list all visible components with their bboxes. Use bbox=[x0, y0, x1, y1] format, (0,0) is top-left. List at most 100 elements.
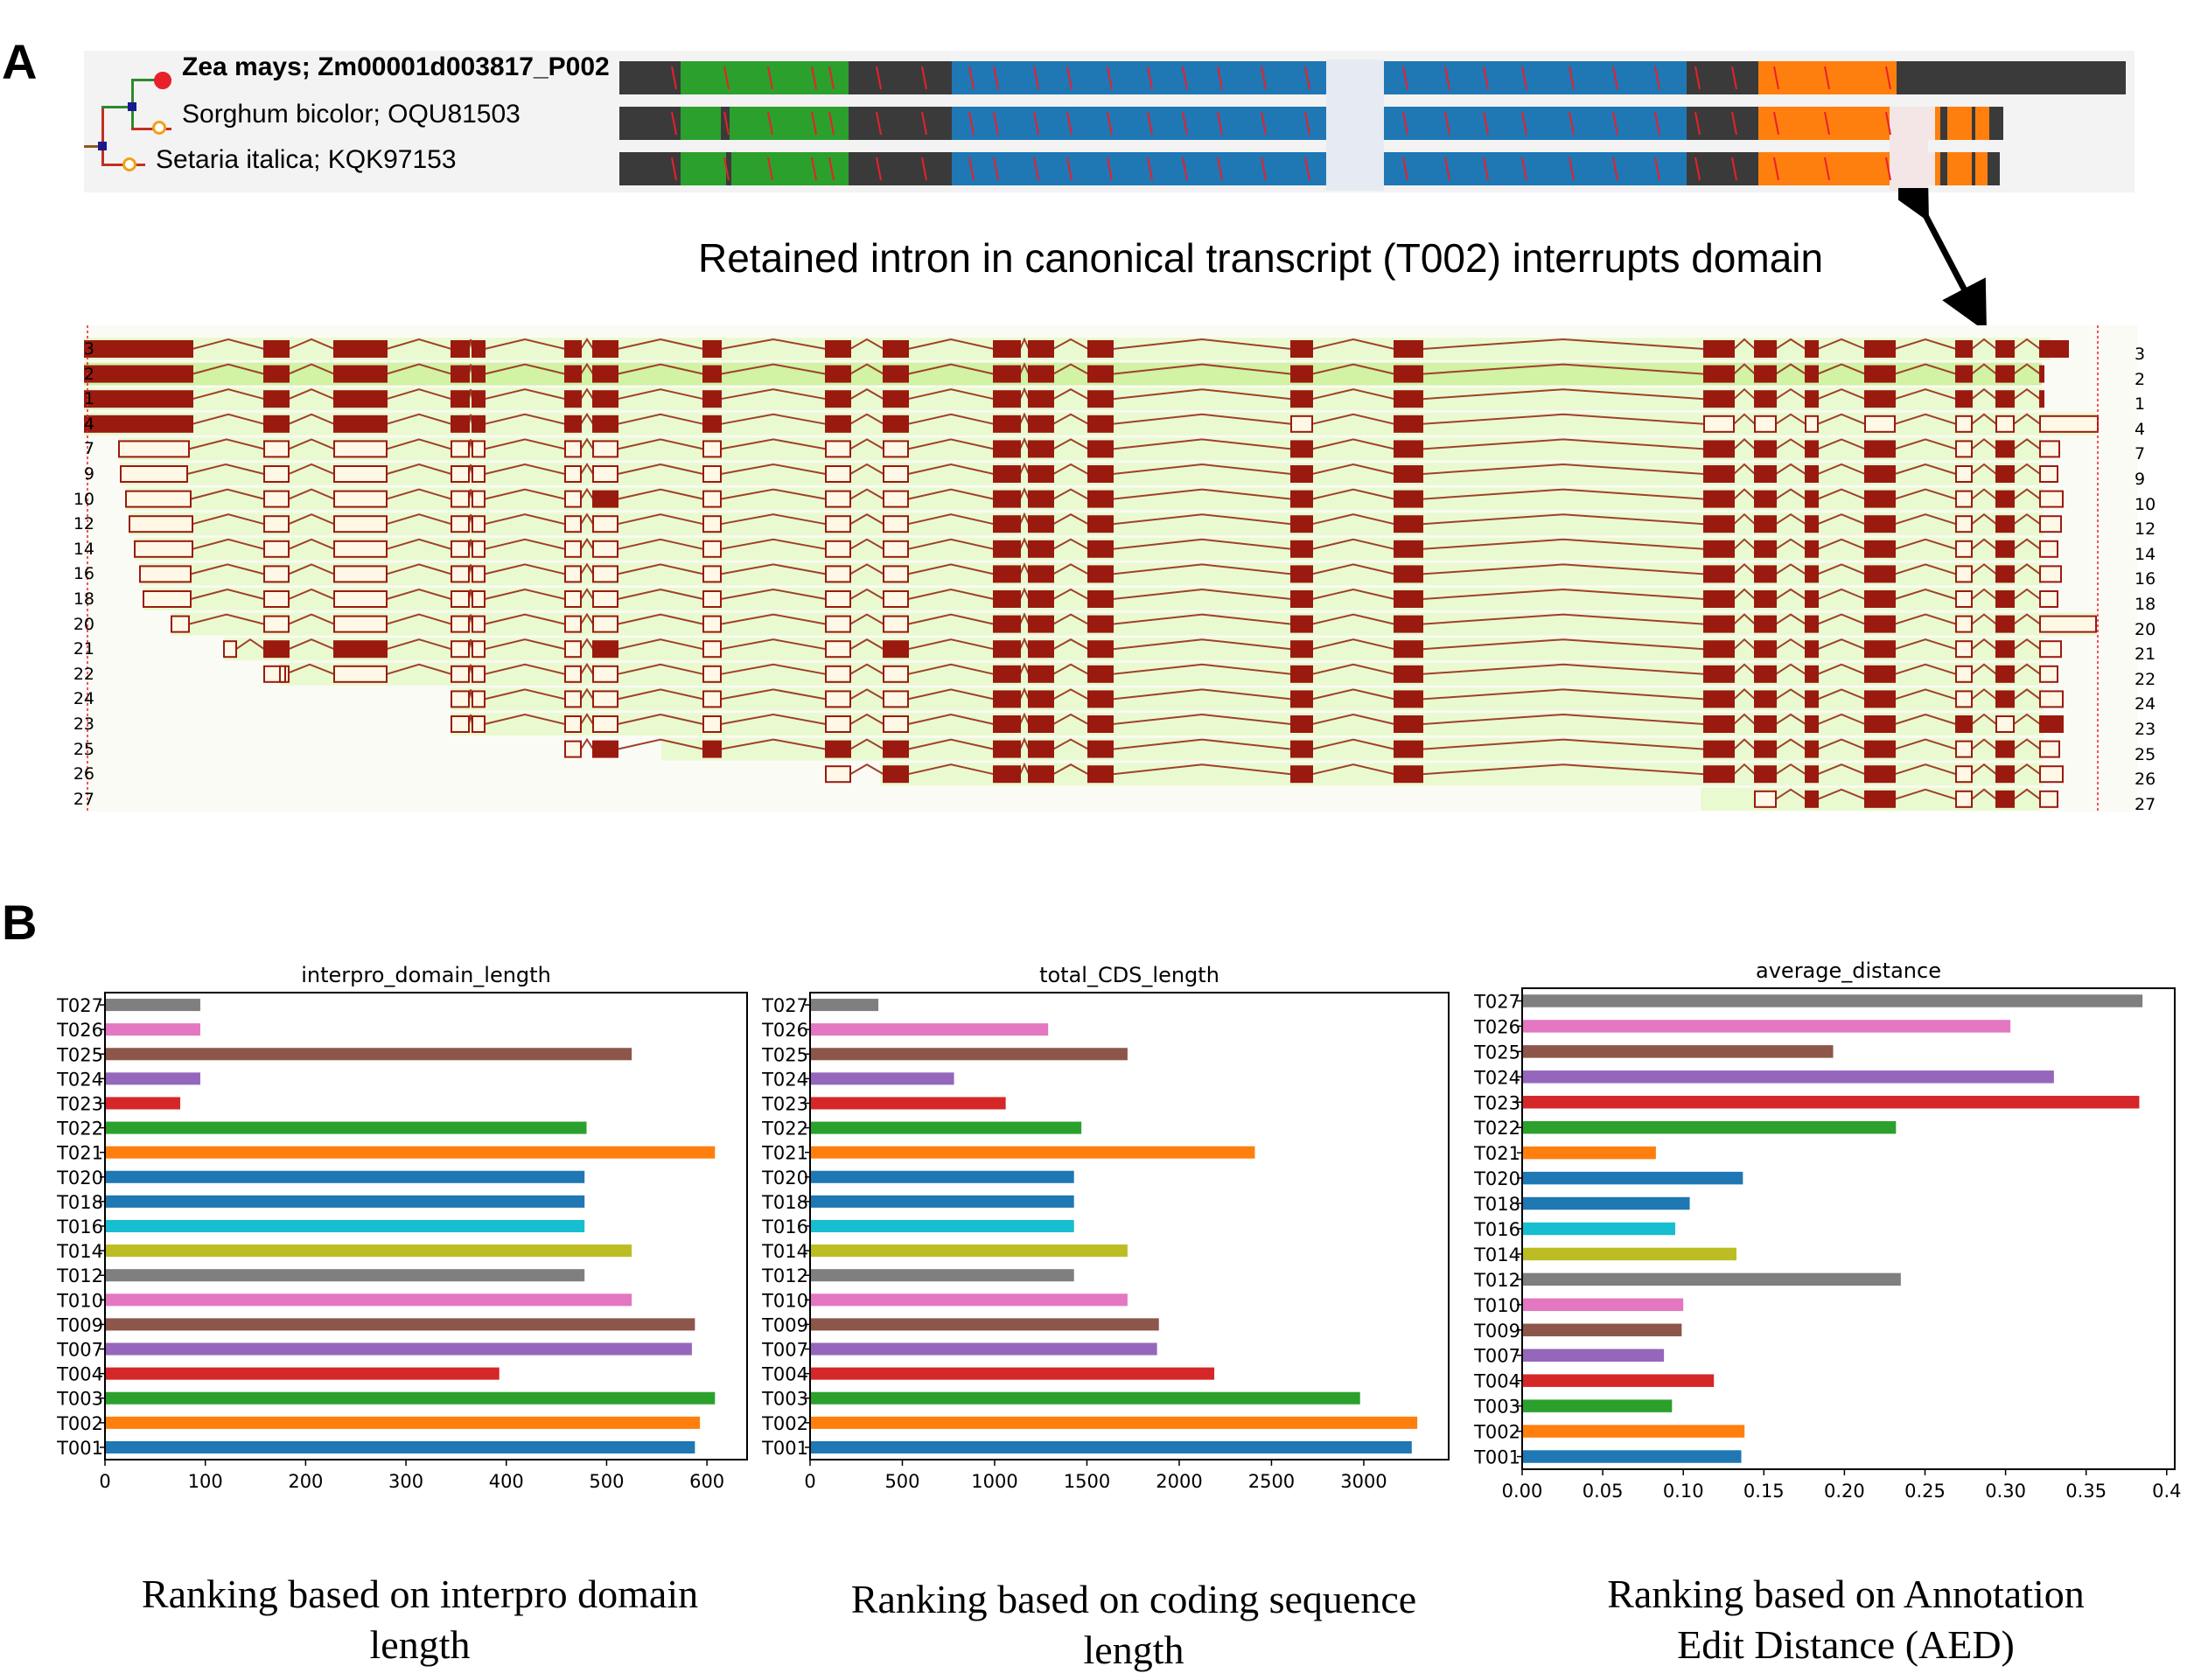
coding-exon bbox=[1290, 690, 1313, 708]
utr-exon bbox=[2039, 665, 2058, 683]
coding-exon bbox=[592, 740, 618, 758]
intron-line bbox=[1019, 737, 1030, 750]
utr-exon bbox=[139, 565, 192, 583]
intron-line bbox=[1894, 388, 1957, 401]
intron-line bbox=[617, 713, 704, 725]
species-marker-filled bbox=[154, 72, 171, 89]
exon-boundary-tick bbox=[993, 157, 999, 181]
coding-exon bbox=[1028, 565, 1054, 583]
coding-exon bbox=[883, 765, 909, 784]
interpro-domain-length-chart: interpro_domain_length T027 T026 T025 T024 T0… bbox=[56, 963, 748, 1492]
coding-exon bbox=[1703, 615, 1735, 633]
y-tick-label: T007 bbox=[56, 1340, 103, 1361]
coding-exon bbox=[1290, 715, 1313, 733]
utr-exon bbox=[883, 615, 909, 633]
transcript-structures bbox=[84, 325, 2099, 812]
utr-exon bbox=[171, 615, 190, 633]
coding-exon bbox=[1087, 515, 1114, 533]
intron-line bbox=[1052, 388, 1089, 401]
intron-line bbox=[484, 438, 566, 450]
utr-exon bbox=[702, 590, 722, 608]
intron-line bbox=[1971, 413, 1997, 425]
intron-line bbox=[2013, 713, 2041, 725]
coding-exon bbox=[451, 340, 470, 358]
exon-boundary-tick bbox=[1731, 157, 1737, 181]
y-tick-label: T025 bbox=[1473, 1042, 1520, 1063]
intron-line bbox=[1733, 438, 1756, 450]
utr-exon bbox=[2039, 790, 2058, 808]
coding-exon bbox=[1028, 490, 1054, 508]
intron-line bbox=[1019, 687, 1030, 700]
coding-exon bbox=[1995, 765, 2015, 784]
intron-line bbox=[1971, 713, 1997, 725]
intron-line bbox=[1775, 638, 1806, 651]
coding-exon bbox=[1995, 790, 2015, 808]
intron-line bbox=[849, 763, 884, 776]
exon-boundary-tick bbox=[1654, 111, 1660, 136]
intron-line bbox=[580, 487, 594, 500]
intron-line bbox=[1112, 713, 1292, 725]
utr-exon bbox=[451, 565, 470, 583]
intron-line bbox=[1971, 663, 1997, 675]
intron-line bbox=[580, 588, 594, 600]
intron-line bbox=[1112, 463, 1292, 475]
bar bbox=[105, 1244, 632, 1258]
coding-exon bbox=[1995, 465, 2015, 483]
coding-exon bbox=[702, 740, 722, 758]
y-tick-label: T009 bbox=[761, 1314, 808, 1335]
utr-exon bbox=[1955, 765, 1973, 784]
intron-line bbox=[1817, 588, 1866, 600]
coding-exon bbox=[1805, 340, 1819, 358]
coding-exon bbox=[1995, 515, 2015, 533]
utr-exon bbox=[2039, 615, 2097, 633]
coding-exon bbox=[1087, 440, 1114, 458]
bar bbox=[1522, 1399, 1673, 1412]
coding-exon bbox=[472, 365, 486, 383]
intron-line bbox=[1052, 713, 1089, 725]
intron-line bbox=[580, 412, 594, 425]
coding-exon bbox=[1864, 540, 1896, 558]
coding-exon bbox=[1995, 390, 2015, 408]
transcript-row-label: 23 bbox=[2135, 720, 2156, 739]
intron-line bbox=[1971, 563, 1997, 575]
utr-exon bbox=[1290, 415, 1313, 433]
species-label-sorghum: Sorghum bicolor; OQU81503 bbox=[182, 100, 521, 129]
intron-line bbox=[1311, 663, 1395, 675]
coding-exon bbox=[993, 365, 1021, 383]
intron-line bbox=[386, 563, 452, 575]
transcript-row-label: 7 bbox=[2135, 444, 2146, 464]
utr-exon bbox=[333, 440, 388, 458]
exon-boundary-tick bbox=[876, 66, 882, 90]
intron-line bbox=[720, 338, 827, 350]
coding-exon bbox=[993, 715, 1021, 733]
transcript-row-label: 20 bbox=[2135, 619, 2156, 639]
x-tick-label: 0 bbox=[99, 1471, 110, 1492]
tree-branch bbox=[131, 128, 171, 130]
coding-exon bbox=[1290, 615, 1313, 633]
intron-line bbox=[386, 413, 452, 425]
y-tick-label: T004 bbox=[56, 1364, 103, 1385]
bar bbox=[1522, 1045, 1834, 1058]
y-tick-label: T021 bbox=[761, 1143, 808, 1164]
intron-line bbox=[1052, 513, 1089, 526]
y-tick-label: T014 bbox=[761, 1241, 808, 1262]
bar bbox=[105, 1195, 585, 1208]
coding-exon bbox=[1754, 615, 1777, 633]
coding-exon bbox=[451, 415, 470, 433]
bar bbox=[810, 1269, 1074, 1282]
coding-exon bbox=[1754, 540, 1777, 558]
exon-boundary-tick bbox=[876, 111, 882, 136]
intron-line bbox=[288, 513, 335, 526]
intron-line bbox=[907, 588, 995, 600]
utr-exon bbox=[1754, 415, 1777, 433]
exon-boundary-tick bbox=[828, 111, 835, 136]
transcript-row-label: 16 bbox=[2135, 569, 2156, 589]
coding-exon bbox=[1290, 740, 1313, 758]
intron-line bbox=[617, 463, 704, 475]
coding-exon bbox=[1754, 665, 1777, 683]
exon-boundary-tick bbox=[1654, 66, 1660, 90]
y-tick-label: T023 bbox=[761, 1093, 808, 1114]
utr-exon bbox=[564, 515, 582, 533]
coding-exon bbox=[1805, 490, 1819, 508]
coding-exon bbox=[84, 390, 193, 408]
